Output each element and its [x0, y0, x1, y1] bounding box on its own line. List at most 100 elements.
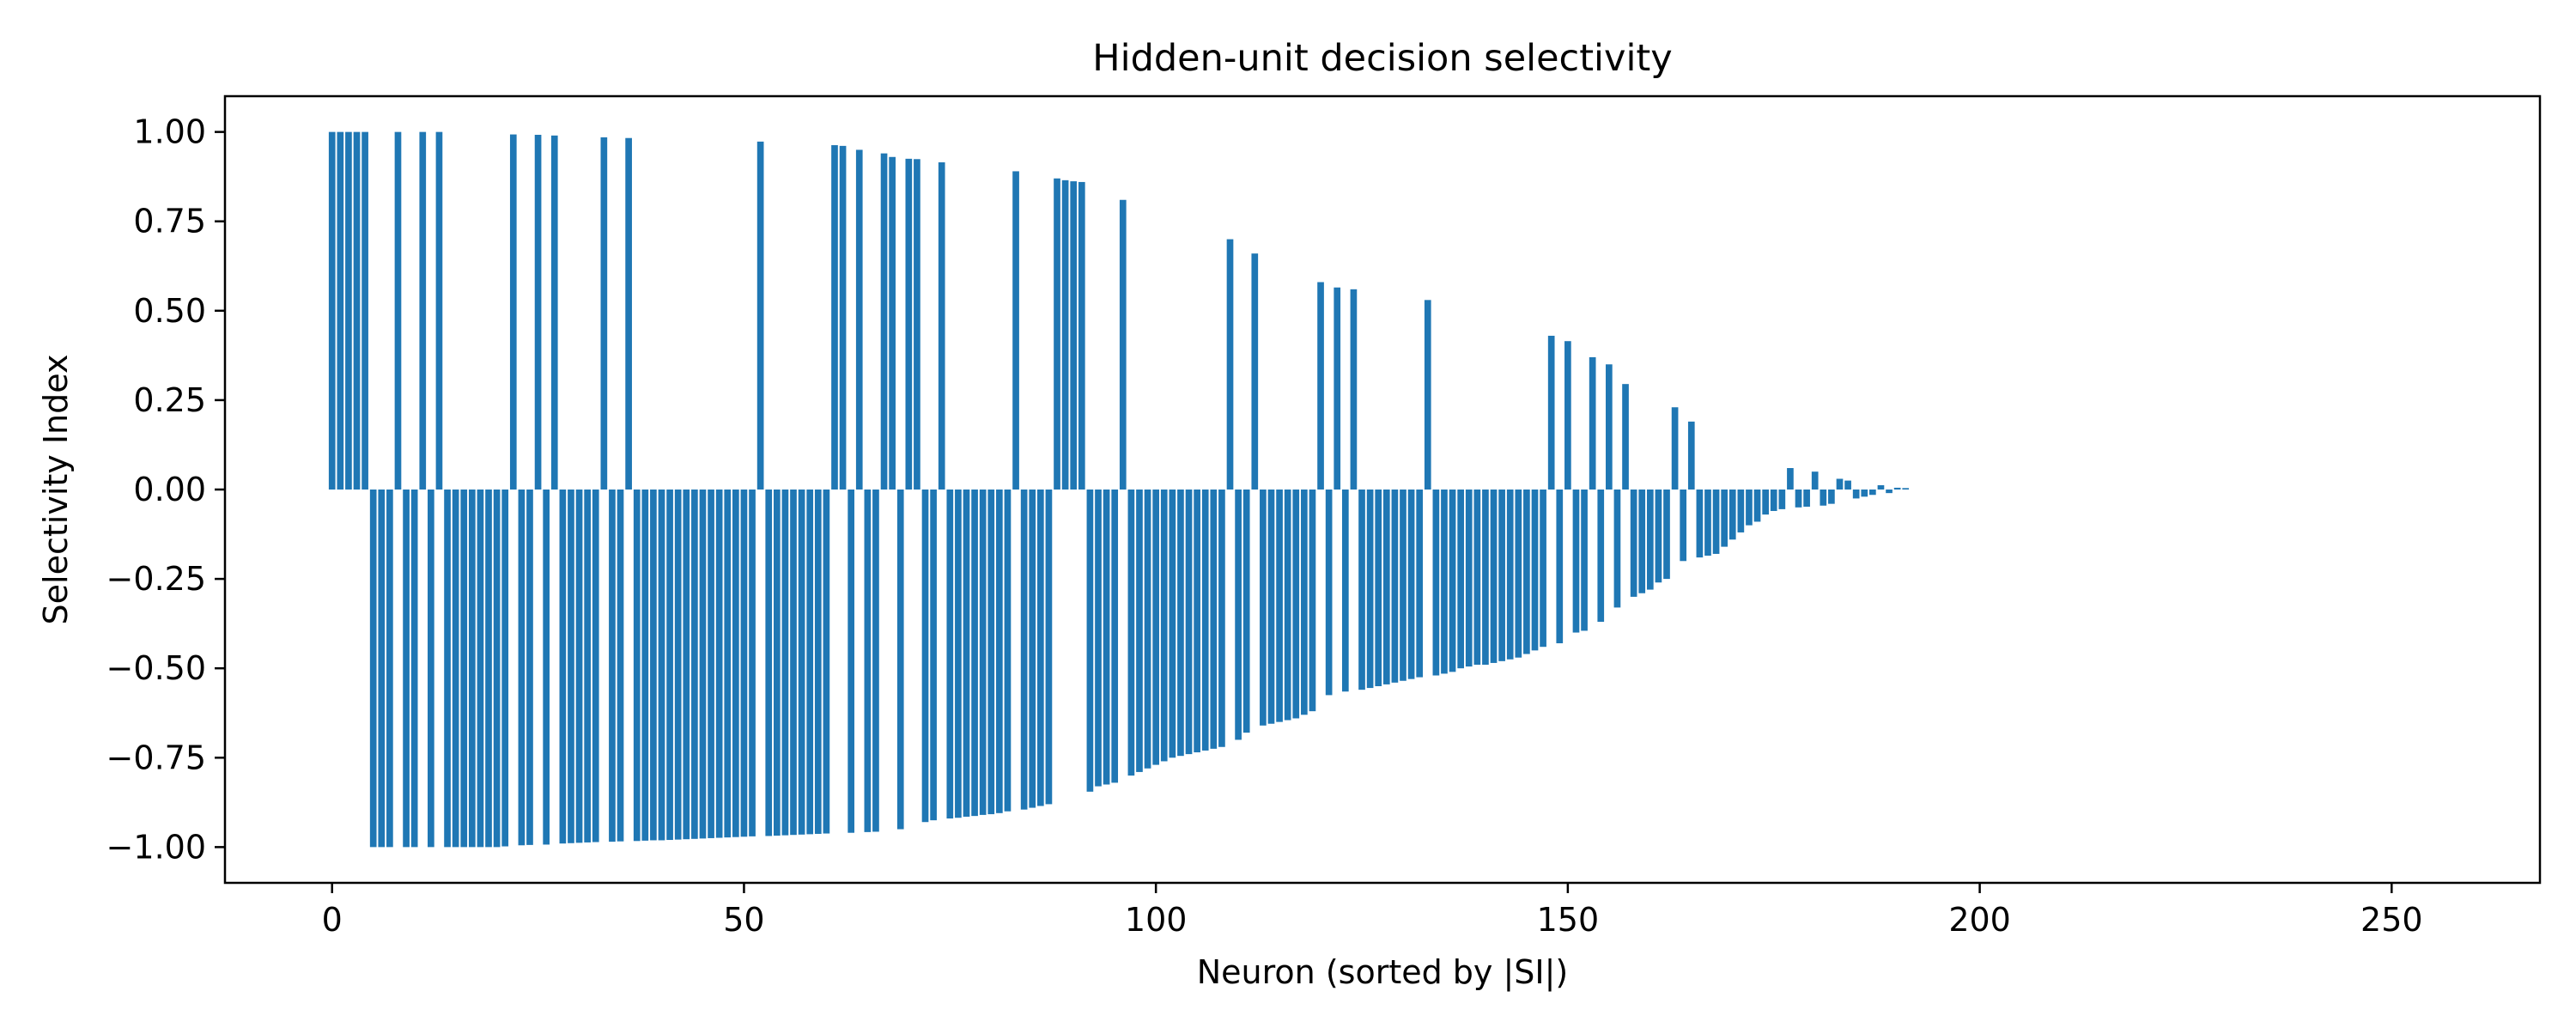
bar-157	[1622, 384, 1629, 490]
bar-96	[1119, 199, 1127, 490]
y-tick-label: −0.50	[106, 649, 206, 687]
bar-120	[1317, 282, 1324, 490]
bar-169	[1721, 490, 1728, 547]
bar-74	[938, 162, 945, 490]
bars-group	[328, 131, 1910, 848]
bar-71	[914, 159, 920, 490]
bar-140	[1482, 490, 1489, 666]
bar-182	[1828, 490, 1835, 504]
bar-111	[1242, 490, 1250, 733]
bar-42	[674, 490, 682, 840]
bar-28	[559, 490, 567, 844]
bar-44	[691, 490, 698, 839]
bar-12	[428, 490, 434, 848]
bar-11	[419, 131, 427, 490]
bar-52	[756, 141, 764, 490]
bar-147	[1540, 490, 1546, 648]
bar-65	[864, 490, 872, 832]
bar-108	[1218, 490, 1225, 747]
bar-46	[708, 490, 714, 838]
bar-48	[724, 490, 732, 838]
bar-59	[814, 490, 822, 834]
bar-56	[790, 490, 797, 836]
bar-10	[410, 490, 418, 848]
bar-76	[955, 490, 962, 818]
bar-67	[880, 153, 888, 490]
bar-69	[896, 490, 904, 830]
bar-60	[823, 490, 830, 834]
bar-142	[1498, 490, 1505, 661]
bar-9	[403, 490, 410, 848]
bar-113	[1260, 490, 1267, 726]
bar-43	[683, 490, 690, 840]
bar-97	[1127, 490, 1135, 776]
bar-177	[1787, 468, 1794, 490]
bar-40	[658, 490, 665, 841]
bar-175	[1770, 490, 1777, 511]
bar-99	[1144, 490, 1151, 769]
bar-155	[1606, 364, 1613, 490]
bar-166	[1696, 490, 1704, 558]
bar-101	[1160, 490, 1168, 762]
bar-158	[1630, 490, 1637, 597]
x-tick-label: 100	[1125, 901, 1188, 939]
bar-183	[1836, 478, 1844, 490]
bar-165	[1687, 421, 1695, 490]
bar-86	[1037, 490, 1044, 806]
bar-135	[1441, 490, 1448, 674]
bar-173	[1753, 490, 1761, 522]
bar-80	[987, 490, 995, 815]
bar-34	[609, 490, 616, 842]
bar-5	[369, 490, 377, 848]
bar-25	[534, 134, 542, 490]
bar-3	[353, 131, 361, 490]
bar-22	[509, 134, 517, 490]
bar-18	[477, 490, 484, 848]
bar-20	[493, 490, 501, 848]
bar-81	[996, 490, 1003, 813]
x-tick-label: 250	[2360, 901, 2423, 939]
bar-163	[1671, 407, 1679, 490]
bar-32	[592, 490, 599, 842]
bar-36	[625, 137, 632, 490]
bar-188	[1877, 485, 1885, 490]
bar-35	[617, 490, 624, 842]
bar-153	[1589, 356, 1596, 490]
bar-154	[1597, 490, 1605, 623]
bar-143	[1506, 490, 1514, 660]
bar-184	[1844, 480, 1851, 490]
bar-14	[444, 490, 451, 848]
bar-185	[1852, 490, 1860, 499]
bar-24	[526, 490, 533, 845]
bar-159	[1638, 490, 1646, 593]
x-tick-label: 200	[1948, 901, 2011, 939]
bar-95	[1111, 490, 1119, 783]
x-tick-label: 150	[1537, 901, 1600, 939]
bar-131	[1407, 490, 1415, 679]
bar-172	[1746, 490, 1753, 526]
bar-66	[872, 490, 879, 832]
x-tick-label: 50	[723, 901, 764, 939]
bar-62	[839, 145, 847, 490]
bar-122	[1334, 287, 1341, 490]
bar-88	[1054, 178, 1060, 490]
bar-7	[386, 490, 393, 848]
bar-31	[584, 490, 591, 842]
bar-150	[1564, 341, 1571, 490]
bar-27	[550, 135, 558, 490]
bar-58	[806, 490, 814, 835]
bar-19	[485, 490, 492, 848]
bar-2	[345, 131, 352, 490]
bar-136	[1449, 490, 1456, 672]
bar-123	[1341, 490, 1349, 692]
bar-115	[1276, 490, 1283, 722]
bar-191	[1902, 488, 1910, 490]
bar-78	[971, 490, 978, 817]
y-tick-label: −1.00	[106, 828, 206, 866]
bar-30	[575, 490, 583, 843]
bar-100	[1152, 490, 1159, 765]
x-axis-label: Neuron (sorted by |SI|)	[1197, 953, 1569, 992]
bar-68	[889, 156, 896, 490]
bar-129	[1391, 490, 1399, 683]
